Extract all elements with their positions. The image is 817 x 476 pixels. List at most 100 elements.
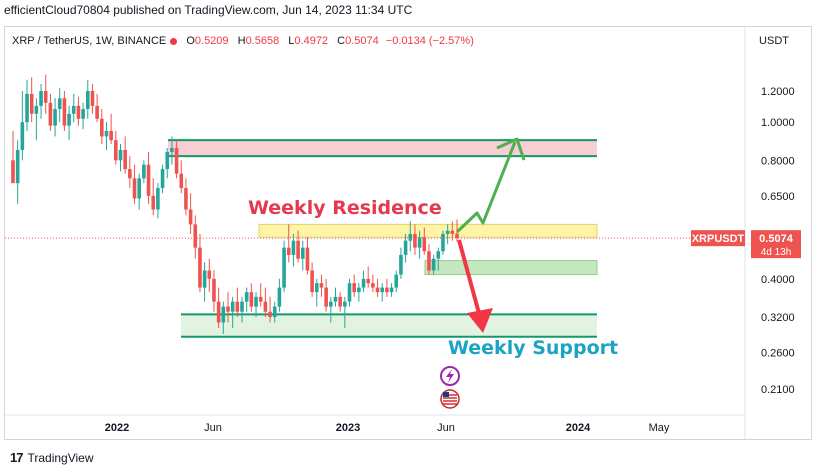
candle-body xyxy=(319,283,324,288)
candle-body xyxy=(455,233,459,239)
price-tag-countdown: 4d 13h xyxy=(761,247,792,258)
candle-body xyxy=(413,233,417,248)
candle-body xyxy=(188,209,193,225)
chart-frame[interactable]: 1.2000 1.0000 0.8000 0.6500 0.4000 0.3200 0.26… xyxy=(4,26,812,440)
candle-body xyxy=(352,283,356,293)
candle-body xyxy=(160,169,165,189)
y-tick-label: 0.8000 xyxy=(761,155,795,167)
tradingview-logo-icon[interactable]: 17 xyxy=(10,450,24,465)
candle-body xyxy=(85,91,90,110)
candle-body xyxy=(333,296,338,302)
candle-body xyxy=(240,301,244,312)
candle-body xyxy=(347,283,352,302)
candle-body xyxy=(263,301,268,312)
candle-body xyxy=(371,283,375,288)
candle-body xyxy=(408,233,413,241)
candle-body xyxy=(375,287,380,293)
candle-body xyxy=(343,301,347,307)
bullish-arrow-head xyxy=(496,137,526,161)
flag-canton xyxy=(443,392,449,397)
candle-body xyxy=(118,149,123,161)
candle-body xyxy=(310,270,314,293)
candle-body xyxy=(235,301,240,312)
chart-svg[interactable]: 1.2000 1.0000 0.8000 0.6500 0.4000 0.3200 0.26… xyxy=(5,27,812,440)
candle-body xyxy=(244,292,249,302)
status-dot xyxy=(170,37,178,45)
candle-body xyxy=(272,306,277,317)
candle-body xyxy=(338,296,342,307)
zone-border xyxy=(424,260,598,276)
x-tick-label: Jun xyxy=(204,422,222,434)
candle-body xyxy=(76,105,81,119)
close-label: C xyxy=(337,35,346,47)
zone-weekly-support xyxy=(181,314,597,337)
candle-body xyxy=(100,118,104,137)
candle-body xyxy=(184,188,188,210)
weekly-residence-label: Weekly Residence xyxy=(248,197,442,219)
candle-body xyxy=(427,251,431,271)
candle-body xyxy=(174,147,179,174)
bullish-projection-line xyxy=(455,141,517,234)
y-tick-label: 0.2600 xyxy=(761,347,795,359)
price-tag-value: 0.5074 xyxy=(759,233,794,245)
close-value: 0.5074 xyxy=(345,35,379,47)
candle-body xyxy=(57,98,62,110)
weekly-support-label: Weekly Support xyxy=(448,337,618,359)
low-label: L xyxy=(288,35,295,47)
high-label: H xyxy=(237,35,246,47)
candle-body xyxy=(132,178,137,199)
candle-body xyxy=(146,164,151,196)
candle-body xyxy=(151,195,156,210)
currency-label[interactable]: USDT xyxy=(759,35,789,47)
symbol-label[interactable]: XRP / TetherUS, 1W, BINANCE xyxy=(12,35,167,47)
candle-body xyxy=(329,301,333,307)
zone-resistance-upper xyxy=(168,140,597,157)
y-tick-label: 1.2000 xyxy=(761,86,795,98)
candle-body xyxy=(361,278,366,288)
candle-body xyxy=(422,237,427,252)
candle-body xyxy=(314,283,319,293)
candle-body xyxy=(15,149,20,184)
zone-mid-support xyxy=(425,260,597,275)
candle-body xyxy=(216,301,221,323)
candle-body xyxy=(128,169,132,179)
low-value: 0.4972 xyxy=(294,35,329,47)
footer-brand[interactable]: TradingView xyxy=(27,450,94,465)
candle-body xyxy=(441,233,445,252)
candle-body xyxy=(286,247,291,255)
candle-body xyxy=(291,240,296,255)
candle-body xyxy=(25,93,29,123)
price-tag-group: XRPUSDT 0.5074 4d 13h xyxy=(691,230,801,259)
candle-body xyxy=(380,287,385,293)
bearish-projection-line xyxy=(457,239,482,318)
candle-body xyxy=(170,147,174,152)
candle-body xyxy=(399,254,403,275)
candle-body xyxy=(62,98,67,126)
candle-body xyxy=(34,105,39,114)
ohlc-legend: XRP / TetherUS, 1W, BINANCE O0.5209 H0.5… xyxy=(12,35,474,47)
zone-border xyxy=(258,223,598,238)
candle-body xyxy=(226,306,230,312)
candle-body xyxy=(67,113,71,126)
candle-body xyxy=(277,287,282,307)
candle-body xyxy=(305,247,310,271)
y-tick-label: 0.2100 xyxy=(761,384,795,396)
bearish-arrow-head xyxy=(467,308,493,333)
candle-body xyxy=(43,91,48,103)
candle-body xyxy=(445,230,450,234)
candle-body xyxy=(212,278,216,302)
candle-body xyxy=(221,306,226,323)
y-tick-label: 0.4000 xyxy=(761,274,795,286)
candle-body xyxy=(249,292,254,307)
zone-weekly-residence xyxy=(259,224,597,238)
candle-body xyxy=(230,301,235,312)
candle-body xyxy=(254,296,258,307)
y-tick-label: 1.0000 xyxy=(761,117,795,129)
candle-body xyxy=(385,287,389,293)
candle-body xyxy=(29,93,34,114)
candle-body xyxy=(48,102,53,126)
open-value: 0.5209 xyxy=(194,35,229,47)
candle-body xyxy=(366,278,370,284)
candle-body xyxy=(95,105,99,119)
candle-body xyxy=(39,91,43,106)
